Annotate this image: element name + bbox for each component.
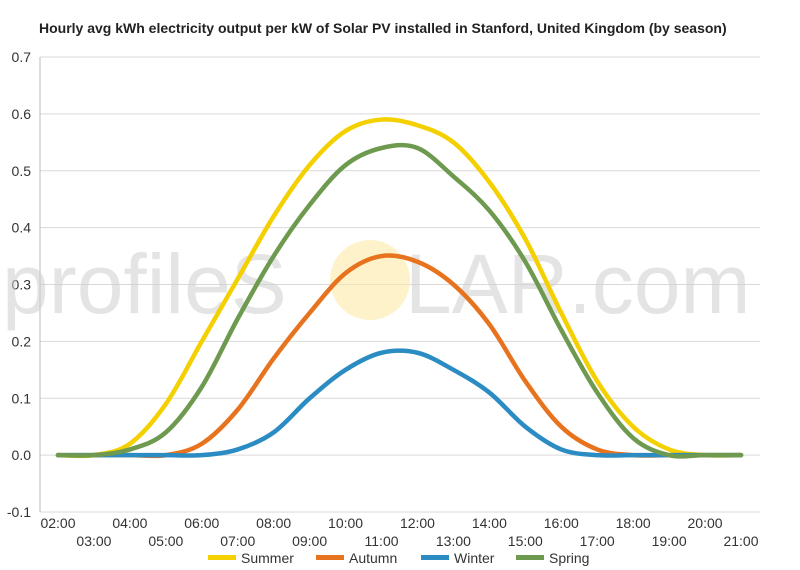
x-tick-label: 08:00: [256, 515, 291, 531]
x-axis-ticks: 02:00 04:00 06:00 08:00 10:00 12:00 14:00 16:00…: [40, 515, 758, 549]
watermark-text-right: LAR.com: [405, 237, 750, 331]
y-tick-label: 0.4: [12, 220, 32, 236]
legend-label: Spring: [549, 550, 589, 566]
y-tick-label: 0.2: [12, 333, 32, 349]
watermark-text-left: profileS: [2, 237, 287, 331]
x-tick-label: 18:00: [616, 515, 651, 531]
y-tick-label: 0.0: [12, 447, 32, 463]
x-tick-label: 14:00: [472, 515, 507, 531]
series-line-winter: [55, 348, 744, 458]
y-tick-label: 0.5: [12, 163, 32, 179]
legend-swatch-winter: [421, 555, 449, 560]
y-axis-ticks: -0.1 0.0 0.1 0.2 0.3 0.4 0.5 0.6 0.7: [7, 49, 31, 520]
legend-label: Winter: [454, 550, 495, 566]
x-tick-label: 21:00: [723, 533, 758, 549]
legend-label: Autumn: [349, 550, 397, 566]
y-tick-label: 0.7: [12, 49, 32, 65]
series-line-spring: [55, 142, 744, 459]
x-tick-label: 09:00: [292, 533, 327, 549]
x-tick-label: 16:00: [544, 515, 579, 531]
x-tick-label: 15:00: [508, 533, 543, 549]
x-tick-label: 02:00: [40, 515, 75, 531]
chart-title: Hourly avg kWh electricity output per kW…: [39, 20, 727, 36]
y-tick-label: 0.3: [12, 277, 32, 293]
legend-swatch-autumn: [316, 555, 344, 560]
legend-label: Summer: [241, 550, 294, 566]
x-tick-label: 12:00: [400, 515, 435, 531]
x-tick-label: 17:00: [580, 533, 615, 549]
watermark: profileS LAR.com: [2, 237, 750, 331]
x-tick-label: 11:00: [365, 533, 399, 549]
x-tick-label: 03:00: [76, 533, 111, 549]
legend-swatch-spring: [516, 555, 544, 560]
x-tick-label: 06:00: [184, 515, 219, 531]
x-tick-label: 10:00: [328, 515, 363, 531]
x-tick-label: 13:00: [436, 533, 471, 549]
y-tick-label: -0.1: [7, 504, 31, 520]
legend-swatch-summer: [208, 555, 236, 560]
legend: Summer Autumn Winter Spring: [208, 550, 589, 566]
x-tick-label: 19:00: [652, 533, 687, 549]
x-tick-label: 04:00: [112, 515, 147, 531]
series-lines: [55, 117, 744, 459]
y-tick-label: 0.1: [12, 390, 32, 406]
sun-watermark-icon: [330, 240, 410, 320]
x-tick-label: 20:00: [688, 515, 723, 531]
series-line-summer: [55, 117, 744, 459]
y-tick-label: 0.6: [12, 106, 32, 122]
x-tick-label: 07:00: [220, 533, 255, 549]
x-tick-label: 05:00: [148, 533, 183, 549]
